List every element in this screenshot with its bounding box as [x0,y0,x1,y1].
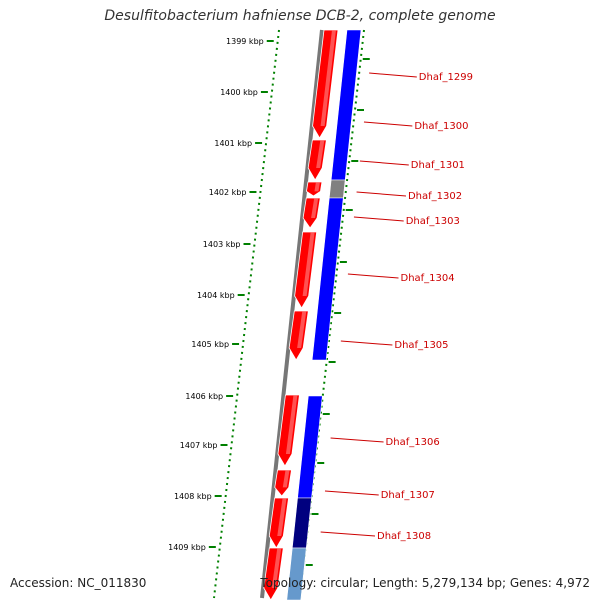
gene-leader-line [320,531,376,537]
summary-text: Topology: circular; Length: 5,279,134 bp… [260,576,590,590]
gene-arrow [274,469,292,497]
gene-leader-line [363,121,413,127]
cog-block [286,547,307,600]
gene-highlight [277,498,287,536]
kbp-tick-label: 1406 kbp [185,392,223,401]
kbp-tick-label: 1409 kbp [168,543,206,552]
gene-label: Dhaf_1305 [394,340,448,351]
gene-label: Dhaf_1308 [377,531,431,542]
gene-highlight [320,30,336,126]
gene-group [263,29,339,600]
cog-group [286,29,362,600]
accession-text: Accession: NC_011830 [10,576,147,590]
cog-block [291,497,312,549]
cog-block [311,197,344,361]
gene-leader-line [347,273,399,279]
gene-label: Dhaf_1307 [381,490,435,501]
kbp-tick-label: 1407 kbp [180,441,218,450]
label-group: Dhaf_1299 Dhaf_1300 Dhaf_1301 Dhaf_1302 Dhaf… [320,72,473,542]
gene-leader-line [356,191,407,197]
gene-leader-line [359,160,409,166]
kbp-tick-label: 1404 kbp [197,291,235,300]
gene-label: Dhaf_1299 [419,72,473,83]
gene-leader-line [330,437,384,443]
backbone-ring [260,29,324,599]
gene-highlight [311,198,319,218]
cog-block [297,395,323,499]
gene-highlight [297,311,307,348]
gene-leader-line [324,490,379,496]
tick-group: 1399 kbp 1400 kbp 1401 kbp 1402 kbp 1403 kbp… [168,37,370,566]
kbp-tick-label: 1408 kbp [174,492,212,501]
gene-arrow [302,197,321,229]
map-title: Desulfitobacterium hafniense DCB-2, comp… [104,8,496,24]
gene-leader-line [340,340,393,346]
gene-label: Dhaf_1300 [414,121,468,132]
gene-highlight [285,395,298,454]
gene-label: Dhaf_1306 [386,437,440,448]
cog-block [328,179,346,199]
gene-label: Dhaf_1302 [408,191,462,202]
gene-label: Dhaf_1303 [406,216,460,227]
kbp-tick-label: 1401 kbp [214,139,252,148]
gene-highlight [314,182,320,192]
gene-highlight [271,548,282,588]
gene-label: Dhaf_1304 [401,273,455,284]
gene-highlight [302,232,315,296]
gene-highlight [316,140,325,168]
kbp-tick-label: 1400 kbp [220,88,258,97]
gene-leader-line [369,72,417,78]
kbp-tick-label: 1402 kbp [209,188,247,197]
kbp-tick-label: 1399 kbp [226,37,264,46]
kbp-tick-label: 1403 kbp [203,240,241,249]
gene-label: Dhaf_1301 [411,160,465,171]
kbp-tick-label: 1405 kbp [191,340,229,349]
gene-leader-line [353,216,404,222]
gene-highlight [282,470,290,488]
gene-arrow [306,181,323,197]
